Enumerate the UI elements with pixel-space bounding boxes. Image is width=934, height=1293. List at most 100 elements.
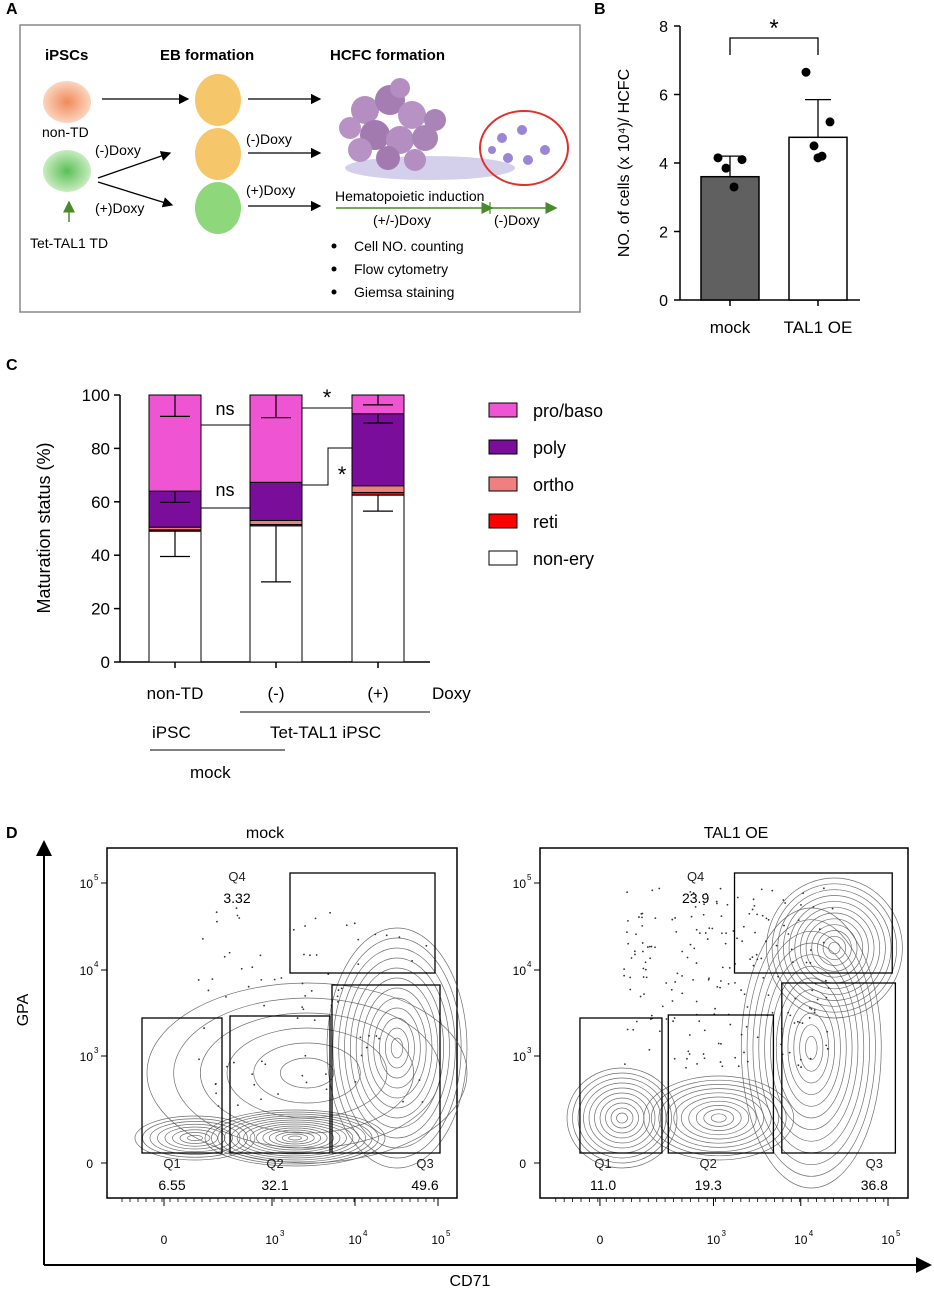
d-event-dot (681, 975, 683, 977)
b-bar-1 (788, 136, 848, 301)
d-contour-ring (379, 1017, 415, 1079)
d-event-dot (693, 947, 696, 950)
d-event-dot (777, 975, 780, 978)
c-group-mock: mock (190, 763, 231, 782)
d-event-dot (232, 1061, 235, 1064)
d-event-dot (236, 1104, 239, 1107)
c-sig-star: * (338, 462, 347, 487)
d-event-dot (638, 916, 640, 918)
d-contour-ring (783, 895, 886, 1001)
d-event-dot (641, 942, 644, 944)
d-event-dot (624, 1063, 626, 1066)
d-event-dot (715, 900, 718, 903)
d-event-dot (741, 940, 744, 943)
d-event-dot (695, 928, 698, 931)
non-td-ipsc-colony (43, 81, 91, 123)
d-quadrant-value: 36.8 (861, 1177, 888, 1193)
d-x-tick-label: 10 (265, 1233, 279, 1247)
d-event-dot (719, 986, 721, 989)
d-contour-ring (770, 965, 853, 1131)
d-event-dot (707, 978, 710, 981)
d-contour-ring (775, 977, 847, 1119)
b-x-tick-label: TAL1 OE (784, 318, 853, 337)
d-event-dot (398, 936, 401, 939)
c-y-label: Maturation status (%) (34, 442, 54, 613)
d-contour-ring (217, 1113, 373, 1163)
d-event-dot (304, 925, 306, 927)
d-gate (229, 1015, 331, 1154)
d-event-dot (808, 1006, 811, 1009)
d-event-dot (794, 997, 797, 1000)
d-event-dot (260, 978, 263, 981)
induction-label: Hematopoietic induction (335, 188, 484, 204)
c-sig-star: * (323, 385, 332, 410)
d-gate (733, 872, 893, 974)
d-contour-ring (746, 919, 876, 1177)
d-gate (667, 1014, 775, 1154)
d-event-dot (251, 966, 254, 969)
d-contour-ring (695, 1105, 742, 1131)
d-gate (289, 872, 436, 974)
d-x-tick-exp: 4 (809, 1229, 814, 1238)
d-event-dot (788, 1051, 791, 1054)
d-contour-ring (781, 989, 841, 1107)
d-event-dot (695, 962, 698, 964)
d-contour-ring (599, 1097, 645, 1139)
d-x-tick-label: 0 (161, 1233, 168, 1247)
d-event-dot (688, 1034, 691, 1036)
b-data-point (801, 67, 811, 77)
d-quadrant-value: 23.9 (682, 890, 709, 906)
d-gate (781, 982, 897, 1154)
d-event-dot (635, 1020, 638, 1023)
d-quadrant-name: Q4 (228, 869, 245, 884)
legend-swatch-pro-baso (488, 402, 518, 418)
d-event-dot (721, 1065, 724, 1068)
d-event-dot (775, 944, 778, 947)
d-contour-ring (281, 1133, 309, 1143)
d-event-dot (822, 887, 825, 890)
d-event-dot (633, 950, 636, 953)
d-event-dot (705, 892, 708, 895)
released-cells-circle (479, 110, 569, 186)
d-event-dot (703, 1057, 706, 1060)
d-contour-ring (253, 1042, 361, 1104)
d-event-dot (708, 927, 711, 930)
d-event-dot (711, 927, 714, 930)
legend-swatch-reti (488, 513, 518, 529)
d-event-dot (360, 1054, 363, 1057)
legend-swatch-poly (488, 439, 518, 455)
d-contour-ring (226, 1027, 388, 1119)
d-event-dot (703, 1029, 706, 1032)
d-contour-ring (236, 1119, 354, 1157)
d-event-dot (825, 1044, 828, 1047)
c-segment-ortho (351, 485, 405, 493)
d-event-dot (784, 902, 787, 904)
d-event-dot (760, 957, 763, 960)
d-x-tick-label: 10 (348, 1233, 362, 1247)
d-event-dot (203, 1027, 205, 1029)
d-event-dot (721, 966, 724, 969)
d-event-dot (797, 919, 800, 922)
d-event-dot (635, 933, 637, 936)
d-contour-ring (332, 937, 462, 1159)
d-event-dot (791, 961, 794, 964)
d-x-tick-exp: 3 (721, 1229, 726, 1238)
d-event-dot (315, 954, 318, 956)
b-data-point (737, 155, 747, 165)
d-event-dot (215, 1092, 218, 1095)
b-y-label: NO. of cells (x 10⁴)/ HCFC (616, 69, 633, 257)
c-y-tick-label: 20 (91, 600, 110, 619)
d-event-dot (755, 953, 758, 956)
legend-label-non-ery: non-ery (533, 549, 594, 569)
d-event-dot (251, 1073, 254, 1076)
d-event-dot (301, 982, 304, 985)
d-event-dot (277, 1093, 279, 1095)
eb-yellow-2 (195, 128, 241, 180)
d-event-dot (756, 958, 759, 961)
d-event-dot (215, 920, 218, 923)
bullet-3 (331, 289, 337, 295)
d-event-dot (642, 976, 645, 978)
c-x-tick-label: non-TD (147, 684, 204, 703)
d-event-dot (720, 915, 723, 918)
d-event-dot (253, 1083, 256, 1086)
